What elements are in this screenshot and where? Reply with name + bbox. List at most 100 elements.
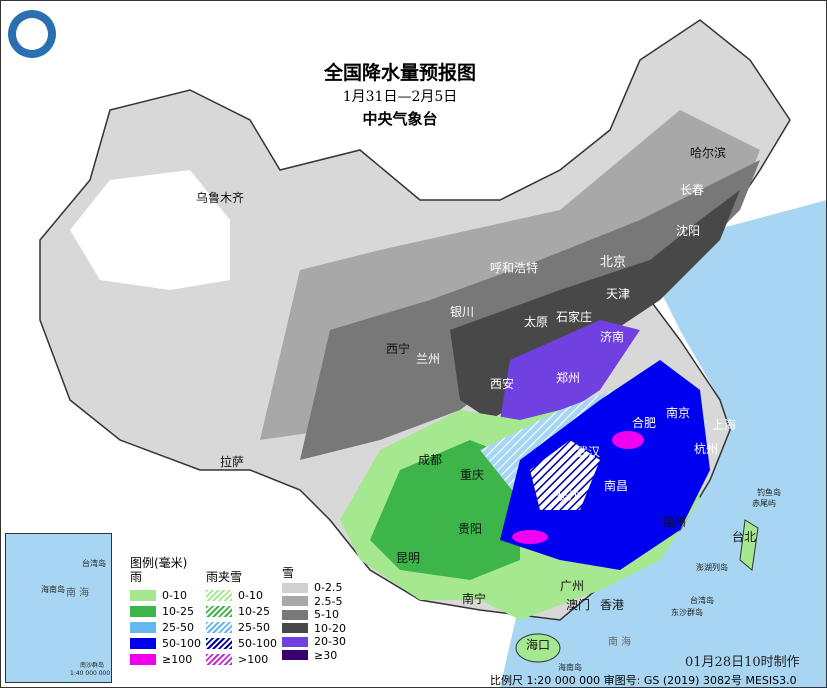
legend: 图例(毫米) 雨 0-10 10-25 25-50 50-100 ≥100 雨夹雪 0-10…	[128, 556, 348, 672]
legend-rain-label: 雨	[130, 570, 143, 584]
legend-range: 50-100	[238, 636, 277, 650]
city-label: 沈阳	[676, 224, 701, 238]
legend-range: 10-20	[314, 621, 346, 635]
legend-item: 10-25	[206, 603, 277, 619]
date-range: 1月31日—2月5日	[342, 89, 458, 105]
city-label: 成都	[418, 453, 443, 467]
legend-snow-label: 雪	[282, 566, 295, 580]
city-label: 济南	[600, 330, 625, 344]
city-label: 杭州	[694, 442, 719, 456]
city-label: 呼和浩特	[490, 261, 539, 275]
legend-swatch	[282, 650, 308, 661]
legend-range: >100	[238, 652, 269, 666]
legend-range: 25-50	[162, 620, 194, 634]
legend-item: 10-25	[130, 603, 201, 619]
legend-item: >100	[206, 651, 277, 667]
legend-range: 0-10	[162, 588, 187, 602]
legend-item: 25-50	[130, 619, 201, 635]
city-label: 银川	[450, 305, 475, 319]
south-china-sea-inset: 海南岛 台湾岛 南 海 南沙群岛 1:40 000 000	[5, 533, 112, 683]
legend-range: 50-100	[162, 636, 201, 650]
city-label: 哈尔滨	[690, 146, 727, 160]
inset-label: 台湾岛	[82, 559, 106, 568]
legend-range: 10-25	[238, 604, 270, 618]
island-label: 钓鱼岛	[757, 488, 781, 497]
city-label: 南昌	[604, 479, 629, 493]
legend-item: 50-100	[206, 635, 277, 651]
legend-item: ≥30	[282, 649, 346, 663]
city-label: 合肥	[632, 416, 657, 430]
legend-range: 25-50	[238, 620, 270, 634]
legend-rain: 雨 0-10 10-25 25-50 50-100 ≥100	[130, 568, 201, 667]
city-label: 天津	[606, 287, 631, 301]
legend-snow: 雪 0-2.5 2.5-5 5-10 10-20 20-30 ≥30	[282, 564, 346, 662]
legend-sleet-label: 雨夹雪	[206, 570, 243, 584]
island-label: 澎湖列岛	[696, 563, 728, 572]
sea-label: 南 海	[608, 637, 632, 648]
legend-item: ≥100	[130, 651, 201, 667]
rain-green	[370, 440, 520, 580]
rain-magenta-2	[512, 530, 548, 544]
legend-item: 2.5-5	[282, 595, 346, 609]
legend-item: 0-10	[130, 587, 201, 603]
logo-inner	[16, 18, 48, 50]
city-label: 昆明	[396, 551, 421, 565]
city-label: 澳门	[566, 598, 591, 612]
city-label: 石家庄	[556, 310, 593, 324]
legend-swatch	[282, 636, 308, 647]
city-label: 海口	[526, 638, 551, 652]
legend-item: 0-2.5	[282, 581, 346, 595]
legend-swatch	[206, 637, 232, 649]
city-label: 乌鲁木齐	[196, 191, 245, 205]
city-label: 贵阳	[458, 522, 483, 536]
city-label: 南京	[666, 406, 691, 420]
city-label: 太原	[524, 315, 549, 329]
legend-swatch	[282, 609, 308, 620]
island-label: 赤尾屿	[752, 499, 776, 508]
legend-swatch	[130, 589, 156, 601]
city-label: 香港	[600, 598, 625, 612]
city-label: 兰州	[416, 352, 441, 366]
production-time: 01月28日10时制作	[685, 655, 800, 670]
legend-range: 0-2.5	[314, 581, 343, 595]
inset-label: 海南岛	[41, 585, 65, 594]
city-label: 广州	[560, 579, 585, 593]
city-label: 台北	[732, 530, 757, 544]
city-label: 拉萨	[220, 455, 245, 469]
city-label: 上海	[712, 418, 737, 432]
legend-swatch	[130, 605, 156, 617]
legend-title: 图例(毫米)	[130, 556, 188, 570]
legend-swatch	[282, 582, 308, 593]
island-label: 海南岛	[558, 663, 582, 672]
legend-swatch	[206, 653, 232, 665]
island-label: 台湾岛	[690, 596, 714, 605]
legend-item: 10-20	[282, 622, 346, 636]
legend-swatch	[130, 621, 156, 633]
legend-swatch	[130, 653, 156, 665]
legend-item: 25-50	[206, 619, 277, 635]
taiwan	[739, 519, 759, 571]
rain-blue	[500, 360, 710, 570]
legend-sleet: 雨夹雪 0-10 10-25 25-50 50-100 >100	[206, 568, 277, 667]
legend-swatch	[206, 621, 232, 633]
legend-swatch	[282, 623, 308, 634]
legend-range: ≥100	[162, 652, 193, 666]
legend-swatch	[130, 637, 156, 649]
legend-range: 2.5-5	[314, 594, 343, 608]
map-title: 全国降水量预报图	[323, 62, 476, 84]
legend-swatch	[206, 589, 232, 601]
inset-label: 南沙群岛	[80, 662, 105, 669]
city-label: 福州	[662, 515, 687, 529]
issuer: 中央气象台	[362, 110, 438, 128]
city-label: 西宁	[386, 342, 411, 356]
city-label: 郑州	[556, 371, 581, 385]
legend-range: 5-10	[314, 608, 339, 622]
rain-magenta-1	[612, 431, 644, 449]
inset-scale: 1:40 000 000	[70, 670, 111, 677]
city-label: 西安	[490, 377, 515, 391]
inset-label: 南 海	[66, 588, 90, 599]
legend-range: ≥30	[314, 648, 338, 662]
city-label: 长沙	[556, 489, 581, 503]
